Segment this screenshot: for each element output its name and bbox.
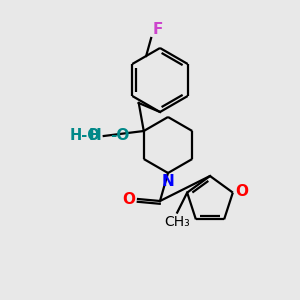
Text: O: O [235,184,248,199]
Text: F: F [152,22,163,37]
Text: H-O: H-O [70,128,101,143]
Text: -O: -O [110,128,129,143]
Text: O: O [122,191,135,206]
Text: H: H [89,128,102,143]
Text: N: N [162,174,174,189]
Text: CH₃: CH₃ [164,214,190,229]
